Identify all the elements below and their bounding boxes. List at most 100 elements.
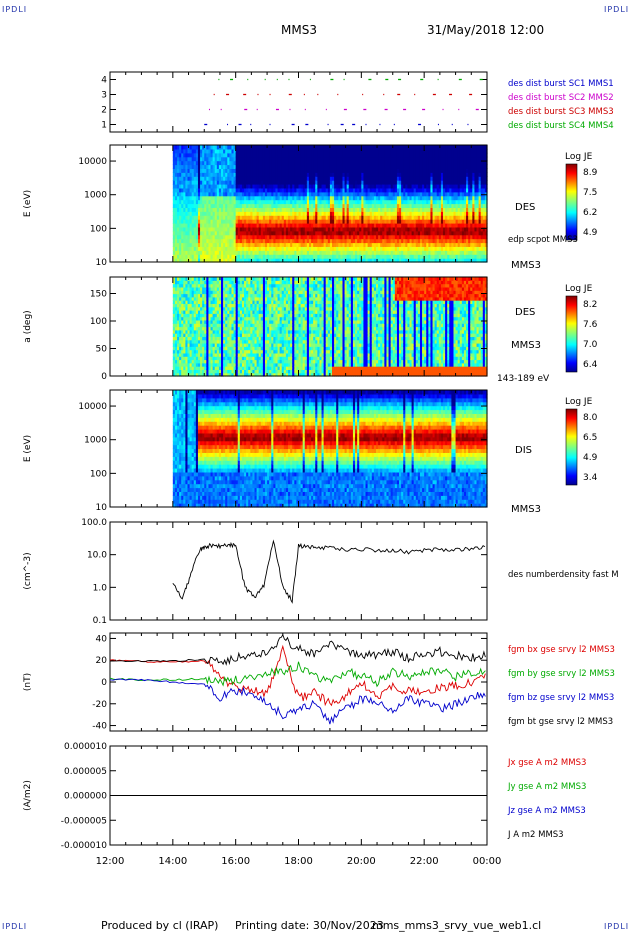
des-energy-panel-cell bbox=[183, 246, 186, 251]
des-energy-panel-cell bbox=[172, 207, 176, 212]
des-energy-panel-cell bbox=[179, 195, 182, 201]
des-energy-panel-cell bbox=[183, 148, 186, 154]
des-energy-panel-cell bbox=[174, 191, 178, 197]
des-energy-panel-cell bbox=[179, 242, 182, 247]
des-energy-panel-cell bbox=[185, 199, 189, 205]
corner-label-top-left: IPDLI bbox=[2, 5, 27, 14]
des-energy-panel-cell bbox=[181, 203, 184, 208]
des-energy-panel-cell bbox=[177, 191, 180, 197]
des-energy-panel-cell bbox=[177, 254, 180, 259]
des-energy-panel-cell bbox=[187, 238, 191, 244]
des-energy-panel-cell bbox=[183, 242, 186, 247]
des-energy-panel-cell bbox=[181, 250, 184, 255]
des-energy-panel-cell bbox=[187, 250, 191, 255]
des-energy-panel-cell bbox=[181, 246, 184, 251]
des-energy-panel-cell bbox=[181, 238, 184, 244]
des-energy-panel-cell bbox=[187, 215, 191, 220]
des-energy-panel-cell bbox=[177, 164, 180, 169]
des-energy-panel-cell bbox=[177, 148, 180, 154]
des-energy-panel-cell bbox=[183, 172, 186, 177]
des-energy-panel-cell bbox=[174, 187, 178, 193]
des-energy-panel-cell bbox=[185, 176, 189, 181]
des-energy-panel-cell bbox=[183, 238, 186, 244]
des-energy-panel-cell bbox=[174, 207, 178, 212]
des-energy-panel-cell bbox=[181, 211, 184, 216]
des-energy-panel-cell bbox=[179, 156, 182, 162]
footer-produced-by: Produced by cl (IRAP) bbox=[101, 919, 218, 932]
des-energy-panel-cell bbox=[185, 145, 189, 150]
burst-legend-4: des dist burst SC4 MMS4 bbox=[508, 121, 614, 131]
des-energy-panel-cell bbox=[172, 242, 176, 247]
des-energy-panel-cell bbox=[174, 152, 178, 158]
des-energy-panel-cell bbox=[187, 191, 191, 197]
des-energy-panel-cell bbox=[187, 226, 191, 232]
des-energy-panel-cell bbox=[177, 187, 180, 193]
des-energy-panel-cell bbox=[189, 258, 193, 263]
des-energy-panel-cell bbox=[177, 180, 180, 185]
des-energy-panel-cell bbox=[174, 203, 178, 208]
des-energy-panel-cell bbox=[179, 230, 182, 236]
des-energy-panel-cell bbox=[172, 156, 176, 162]
des-energy-panel-cell bbox=[177, 219, 180, 224]
des-energy-panel-cell bbox=[185, 184, 189, 189]
des-energy-panel-cell bbox=[174, 156, 178, 162]
des-energy-panel-y-tick-label: 10 bbox=[96, 258, 108, 268]
des-energy-panel-cell bbox=[174, 234, 178, 240]
footer-script-name: mms_mms3_srvy_vue_web1.cl bbox=[372, 919, 541, 932]
corner-label-bottom-left: IPDLI bbox=[2, 922, 27, 931]
des-energy-panel-cell bbox=[187, 168, 191, 173]
des-energy-panel-cell bbox=[177, 184, 180, 189]
des-energy-panel-cell bbox=[179, 145, 182, 150]
des-energy-panel-cell bbox=[179, 148, 182, 154]
des-energy-panel-cell bbox=[172, 238, 176, 244]
des-energy-panel-cell bbox=[172, 191, 176, 197]
des-energy-panel-cell bbox=[185, 223, 189, 228]
des-energy-panel-cell bbox=[183, 156, 186, 162]
des-energy-panel-cell bbox=[181, 219, 184, 224]
des-energy-panel-cell bbox=[181, 184, 184, 189]
des-energy-panel-instrument-label: DES bbox=[515, 202, 535, 213]
des-energy-panel-cell bbox=[183, 215, 186, 220]
des-energy-panel-cell bbox=[183, 145, 186, 150]
des-energy-panel-cell bbox=[179, 207, 182, 212]
des-energy-panel-cell bbox=[187, 148, 191, 154]
des-energy-panel-cell bbox=[177, 145, 180, 150]
des-energy-panel-cell bbox=[183, 211, 186, 216]
des-energy-panel-cell bbox=[183, 187, 186, 193]
des-energy-panel-cell bbox=[187, 187, 191, 193]
des-energy-panel-cell bbox=[177, 203, 180, 208]
des-energy-panel-cell bbox=[179, 176, 182, 181]
des-energy-panel-cell bbox=[179, 187, 182, 193]
des-energy-panel-cell bbox=[179, 258, 182, 263]
des-energy-panel-cell bbox=[172, 246, 176, 251]
des-energy-panel-cell bbox=[172, 226, 176, 232]
des-energy-panel-cell bbox=[172, 152, 176, 158]
des-energy-panel-cell bbox=[179, 199, 182, 205]
des-energy-panel-cell bbox=[177, 195, 180, 201]
des-energy-panel-cell bbox=[172, 187, 176, 193]
des-energy-panel-cell bbox=[172, 230, 176, 236]
des-energy-panel-cell bbox=[185, 215, 189, 220]
corner-label-top-right: IPDLI bbox=[604, 5, 629, 14]
des-energy-panel-y-tick-label: 10000 bbox=[78, 157, 107, 167]
des-energy-panel-cell bbox=[183, 168, 186, 173]
datetime-title: 31/May/2018 12:00 bbox=[427, 23, 544, 37]
des-energy-panel-y-axis-label: E (eV) bbox=[23, 190, 33, 217]
burst-panel-frame bbox=[109, 71, 488, 133]
des-energy-panel-cell bbox=[174, 211, 178, 216]
des-energy-panel-cell bbox=[177, 172, 180, 177]
des-energy-panel-cell bbox=[181, 160, 184, 166]
des-energy-panel-cell bbox=[185, 187, 189, 193]
des-energy-panel-y-tick-label: 100 bbox=[90, 224, 107, 234]
des-energy-panel-cell bbox=[181, 172, 184, 177]
des-energy-panel-cell bbox=[185, 168, 189, 173]
des-energy-panel-cell bbox=[183, 207, 186, 212]
des-energy-panel-cell bbox=[183, 230, 186, 236]
des-energy-panel-spacecraft-label: MMS3 bbox=[511, 260, 541, 271]
burst-panel-y-tick-label: 4 bbox=[101, 76, 107, 86]
des-energy-panel-cell bbox=[172, 219, 176, 224]
des-energy-panel-cell bbox=[185, 238, 189, 244]
des-energy-panel-cell bbox=[174, 195, 178, 201]
des-energy-panel-cell bbox=[187, 184, 191, 189]
